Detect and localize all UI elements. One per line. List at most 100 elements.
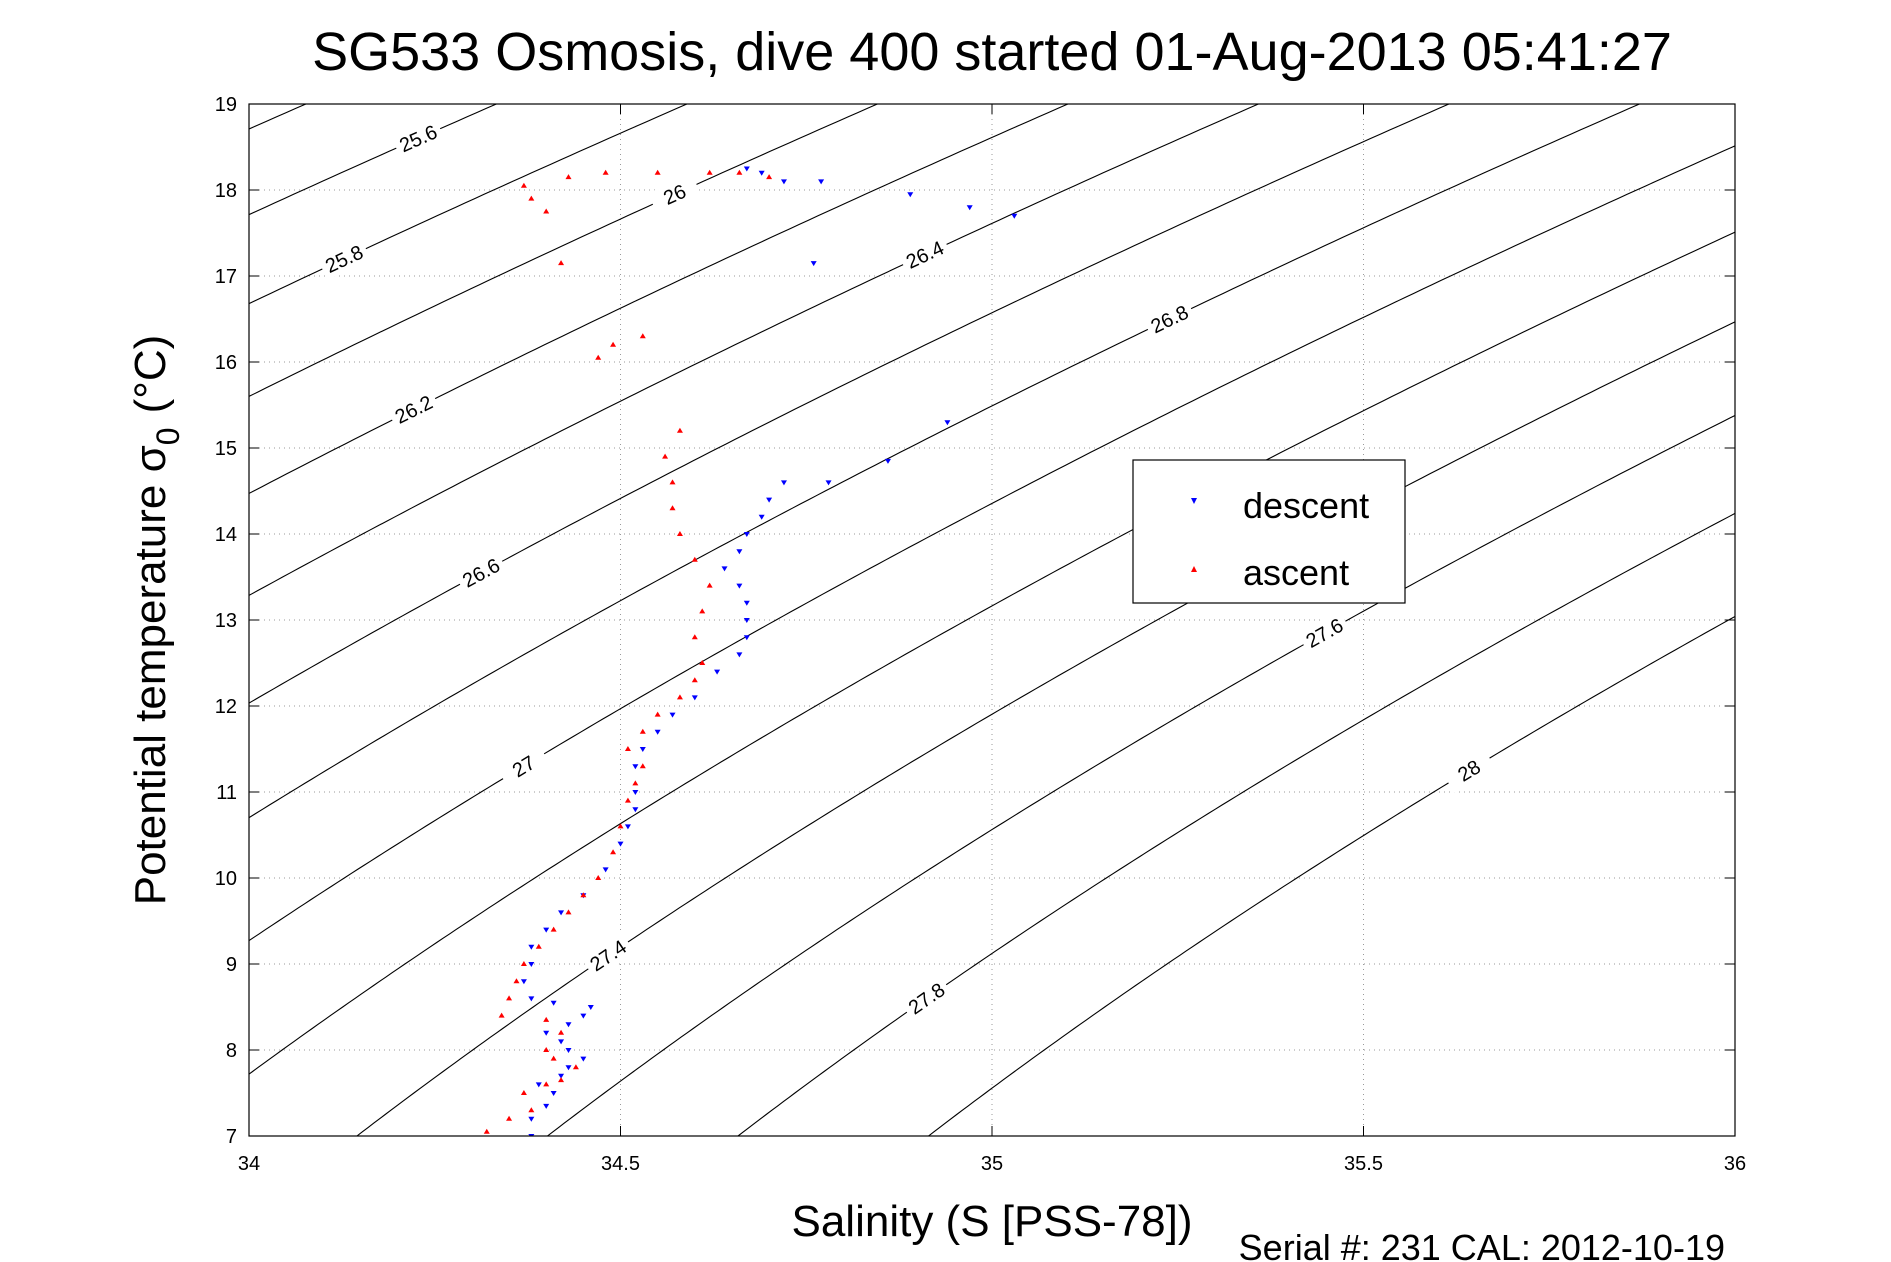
legend: descent ascent: [1132, 459, 1406, 604]
data-point-descent: [528, 944, 535, 950]
density-contour-line: [249, 104, 689, 305]
data-point-descent: [944, 420, 951, 426]
data-point-descent: [654, 729, 661, 735]
data-point-descent: [714, 669, 721, 675]
data-point-ascent: [580, 892, 587, 898]
density-contour-line: [249, 104, 1641, 819]
data-point-ascent: [520, 182, 527, 188]
x-tick-label: 34: [238, 1153, 260, 1175]
density-contour-line: [927, 615, 1735, 1136]
legend-marker-descent: [1191, 498, 1197, 504]
contour-label-background: [898, 233, 952, 276]
data-point-ascent: [624, 746, 631, 751]
data-point-descent: [543, 927, 550, 933]
density-contour-line: [249, 104, 498, 216]
data-point-ascent: [639, 333, 646, 339]
data-point-ascent: [535, 943, 542, 949]
data-point-ascent: [669, 479, 676, 485]
data-point-descent: [632, 764, 639, 770]
data-point-descent: [587, 1005, 594, 1010]
data-point-ascent: [595, 875, 602, 880]
data-point-ascent: [662, 453, 669, 459]
contour-label-background: [899, 974, 954, 1022]
data-point-descent: [766, 497, 773, 503]
data-point-ascent: [617, 823, 624, 829]
data-point-descent: [528, 996, 535, 1002]
data-point-descent: [758, 170, 765, 176]
data-point-ascent: [506, 995, 513, 1001]
density-contour-line: [249, 104, 1070, 495]
data-point-ascent: [669, 505, 676, 511]
data-point-ascent: [639, 728, 646, 734]
data-point-descent: [543, 1030, 550, 1036]
data-point-ascent: [691, 634, 698, 640]
chart-title: SG533 Osmosis, dive 400 started 01-Aug-2…: [312, 22, 1672, 82]
data-point-ascent: [543, 1081, 550, 1087]
density-contour-line: [0, 57, 34, 1188]
data-point-descent: [550, 1091, 557, 1096]
contour-label-background: [386, 387, 441, 431]
data-point-descent: [520, 979, 527, 985]
density-contour-line: [0, 57, 225, 1188]
serial-calibration-note: Serial #: 231 CAL: 2012-10-19: [1239, 1227, 1725, 1262]
data-point-ascent: [699, 608, 706, 614]
y-axis-label-unit: (°C): [126, 335, 175, 414]
density-contour-line: [737, 512, 1735, 1136]
y-tick-label: 7: [226, 1126, 237, 1148]
y-tick-label: 9: [226, 954, 237, 976]
data-point-ascent: [513, 978, 520, 984]
y-axis-label-subscript: 0: [150, 427, 186, 445]
data-point-descent: [743, 635, 750, 641]
y-axis-label-main: Potential temperature σ: [126, 445, 175, 905]
y-tick-label: 15: [215, 438, 237, 460]
density-contours: [0, 57, 1735, 1188]
data-point-ascent: [676, 531, 683, 536]
y-tick-label: 11: [216, 782, 237, 804]
data-point-ascent: [528, 195, 535, 201]
data-point-descent: [565, 1065, 572, 1071]
data-point-ascent: [766, 174, 773, 180]
x-tick-label: 35: [981, 1153, 1003, 1175]
data-point-ascent: [550, 926, 557, 932]
data-point-ascent: [699, 660, 706, 665]
data-point-ascent: [595, 354, 602, 360]
data-point-descent: [758, 514, 765, 520]
data-point-ascent: [558, 1029, 565, 1035]
y-tick-label: 16: [215, 352, 237, 374]
data-point-descent: [743, 166, 750, 172]
data-point-descent: [884, 458, 891, 464]
legend-label-descent: descent: [1243, 485, 1369, 526]
data-point-descent: [780, 179, 787, 185]
data-point-descent: [580, 1013, 587, 1019]
x-tick-label: 36: [1724, 1153, 1746, 1175]
density-contour-line: [249, 231, 1735, 1075]
legend-marker-ascent: [1191, 566, 1197, 572]
data-point-ascent: [706, 169, 713, 175]
data-point-descent: [632, 807, 639, 813]
data-point-descent: [632, 790, 639, 795]
data-point-descent: [617, 841, 624, 847]
density-contour-line: [249, 145, 1735, 942]
data-point-descent: [743, 532, 750, 537]
data-point-ascent: [520, 1090, 527, 1095]
data-point-descent: [535, 1082, 542, 1088]
contour-label-background: [1297, 610, 1352, 656]
data-point-descent: [736, 652, 743, 658]
data-point-descent: [528, 1116, 535, 1122]
data-point-descent: [602, 867, 609, 873]
data-point-ascent: [691, 677, 698, 683]
contour-label-background: [647, 173, 702, 216]
data-series: [483, 166, 1018, 1136]
data-point-descent: [825, 480, 832, 486]
data-point-ascent: [639, 763, 646, 769]
data-point-ascent: [558, 1077, 565, 1083]
data-point-descent: [691, 695, 698, 701]
data-point-ascent: [632, 780, 639, 786]
data-point-descent: [639, 747, 646, 752]
data-point-descent: [580, 1056, 587, 1062]
data-point-descent: [780, 480, 787, 486]
data-point-ascent: [676, 427, 683, 433]
density-contour-line: [249, 104, 1260, 597]
data-point-descent: [818, 179, 825, 185]
